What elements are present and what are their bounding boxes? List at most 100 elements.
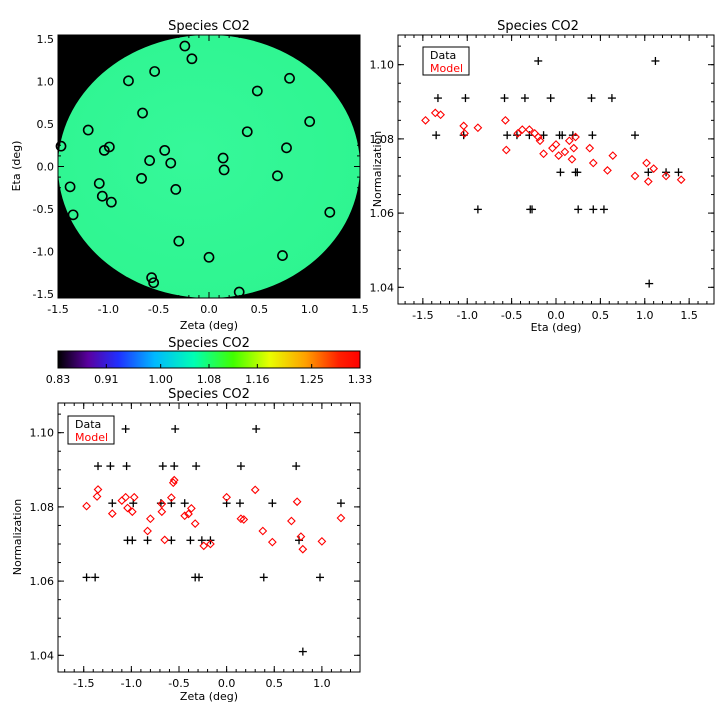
zeta-data-point-12 [158,462,167,471]
map-point-6 [137,107,148,119]
zeta-model-point-16 [169,475,179,485]
zeta-model-point-3 [107,509,117,518]
zeta-legend-box [67,415,115,445]
zeta-model-point-7 [127,507,137,517]
map-point-25 [105,196,117,208]
colorbar-title: Species CO2 [168,336,250,351]
map-points [55,40,336,298]
map-xtick-label: -1.0 [98,303,119,316]
eta-model-point-29 [643,177,653,186]
map-ytick-label: 0.5 [37,118,55,131]
map-field [58,35,360,298]
zeta-data-point-18 [186,536,195,545]
map-point-32 [148,277,160,289]
zeta-data-point-7 [122,462,131,471]
map-point-28 [173,235,185,247]
eta-data-point-27 [631,131,639,140]
eta-xtick-label: -1.0 [457,309,478,322]
eta-model-point-20 [567,154,577,164]
zeta-ytick-label: 1.08 [30,501,55,514]
zeta-model-point-20 [190,519,200,528]
eta-model-series [421,108,686,186]
zeta-model-point-26 [250,485,260,495]
zeta-xtick-label: 1.0 [313,677,331,690]
zeta-model-point-5 [121,492,131,502]
map-point-22 [93,178,105,189]
map-ytick-label: -1.5 [33,288,54,301]
colorbar-tick-label: 1.00 [148,373,173,386]
zeta-xtick-label: -1.0 [121,677,142,690]
map-ytick-label: -0.5 [33,203,54,216]
zeta-model-point-12 [157,507,167,517]
eta-ytick-label: 1.10 [370,59,395,72]
map-point-4 [284,72,295,84]
map-point-21 [64,181,76,193]
eta-model-point-22 [571,132,580,142]
eta-data-point-4 [473,205,482,214]
zeta-data-point-29 [268,499,277,508]
eta-data-point-28 [644,168,653,177]
zeta-model-series [82,475,346,554]
eta-data-point-25 [599,205,608,214]
eta-ticks: -1.5 -1.0 -0.5 0.0 0.5 1.0 1.5 1.10 1.08 1.06 1.04 [370,35,714,322]
zeta-model-point-8 [129,492,139,502]
map-ytick-label: 0.0 [37,161,55,174]
zeta-legend-model: Model [75,431,108,444]
eta-data-point-22 [587,94,596,103]
map-point-10 [55,140,67,152]
colorbar-tick-label: 1.33 [348,373,373,386]
colorbar-tick-label: 0.91 [94,373,119,386]
zeta-model-point-29 [287,516,296,526]
zeta-legend: Data Model [67,415,115,445]
zeta-ytick-label: 1.10 [30,427,55,440]
eta-ytick-label: 1.04 [370,281,395,294]
eta-xtick-label: 0.0 [547,309,565,322]
eta-model-point-10 [524,125,534,134]
eta-data-point-23 [589,205,598,214]
map-point-20 [136,172,147,184]
eta-xtick-label: 0.5 [592,309,610,322]
map-point-5 [251,85,263,97]
eta-legend: Data Model [422,46,470,76]
zeta-data-point-25 [235,499,244,508]
eta-model-point-3 [459,121,469,131]
eta-data-point-5 [500,94,509,103]
zeta-model-point-14 [166,493,176,502]
zeta-model-point-32 [298,544,308,554]
eta-data-point-1 [433,94,442,103]
map-point-18 [218,164,230,176]
zeta-data-point-3 [106,462,115,471]
eta-data-point-16 [558,131,567,140]
map-point-27 [324,206,336,218]
zeta-model-point-27 [258,526,268,536]
eta-model-point-25 [603,166,612,175]
eta-data-point-0 [432,131,441,140]
eta-data-point-30 [651,56,660,65]
zeta-panel: Species CO2 -1.5 -1.0 -0.5 0.0 0.5 1.0 1.10 1.0… [11,387,361,703]
eta-model-point-6 [501,115,510,125]
eta-plot-area [398,35,714,304]
map-xtick-label: -1.5 [47,303,68,316]
eta-data-point-14 [546,94,555,103]
map-point-19 [272,170,283,182]
eta-xlabel: Eta (deg) [531,321,582,334]
zeta-ytick-label: 1.04 [30,649,55,662]
colorbar-panel: Species CO2 0.83 0.91 1.00 1.08 1.16 1.25 1.33 [46,336,373,386]
map-point-9 [241,126,253,138]
zeta-data-point-15 [171,424,180,433]
eta-model-point-2 [436,110,445,120]
eta-model-point-1 [430,108,440,118]
colorbar-tick-label: 1.08 [197,373,222,386]
map-point-7 [304,116,316,127]
eta-legend-data: Data [430,49,456,62]
zeta-data-point-22 [197,536,206,545]
map-point-1 [186,53,198,65]
zeta-data-point-30 [292,462,301,471]
eta-model-point-16 [551,140,561,149]
map-point-31 [146,272,158,284]
eta-model-point-28 [642,158,651,168]
map-point-23 [170,184,182,195]
map-ytick-label: -1.0 [33,245,54,258]
zeta-model-point-19 [186,503,196,513]
zeta-model-point-0 [82,501,91,511]
